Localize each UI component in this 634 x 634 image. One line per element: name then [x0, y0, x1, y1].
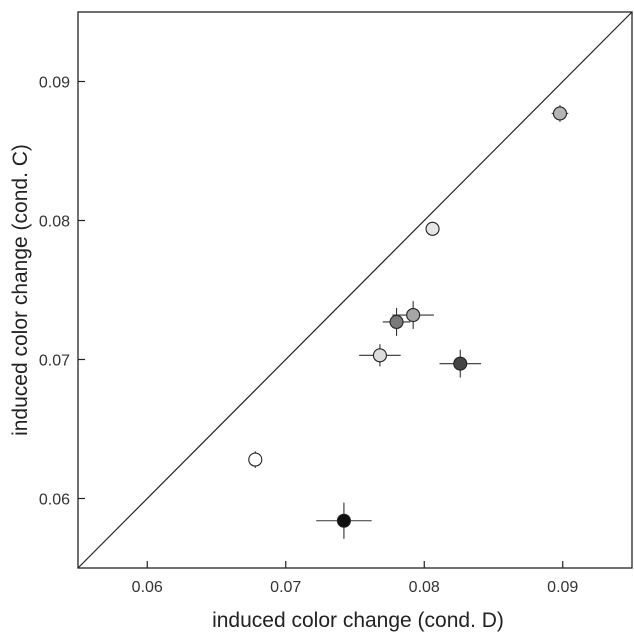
data-point-3 [359, 344, 401, 367]
plot-frame [77, 11, 633, 569]
x-axis: 0.06 0.07 0.08 0.09 [132, 561, 578, 596]
y-tick-label: 0.09 [39, 75, 70, 92]
data-point-4 [382, 308, 411, 336]
data-point-5 [392, 301, 434, 329]
y-axis-title: induced color change (cond. C) [9, 144, 32, 436]
point-marker [248, 452, 263, 467]
point-marker [406, 307, 421, 323]
y-axis: 0.06 0.07 0.08 0.09 [39, 75, 85, 509]
data-points [248, 105, 569, 539]
data-point-8 [551, 105, 569, 122]
y-tick-label: 0.08 [39, 214, 70, 231]
y-tick-label: 0.06 [39, 492, 70, 509]
point-marker [372, 348, 387, 363]
x-tick-label: 0.09 [547, 579, 578, 596]
y-tick-label: 0.07 [39, 353, 70, 370]
point-marker [425, 221, 440, 236]
data-point-7 [439, 349, 482, 378]
data-point-6 [425, 221, 440, 236]
x-tick-label: 0.07 [270, 579, 301, 596]
point-marker [552, 106, 568, 121]
x-axis-title: induced color change (cond. D) [212, 609, 504, 632]
x-tick-label: 0.08 [409, 579, 440, 596]
data-point-2 [316, 502, 372, 539]
data-point-1 [248, 451, 263, 468]
point-marker [453, 356, 468, 371]
x-tick-label: 0.06 [132, 579, 163, 596]
point-marker [389, 314, 404, 330]
point-marker [336, 513, 351, 528]
identity-line [77, 11, 633, 569]
